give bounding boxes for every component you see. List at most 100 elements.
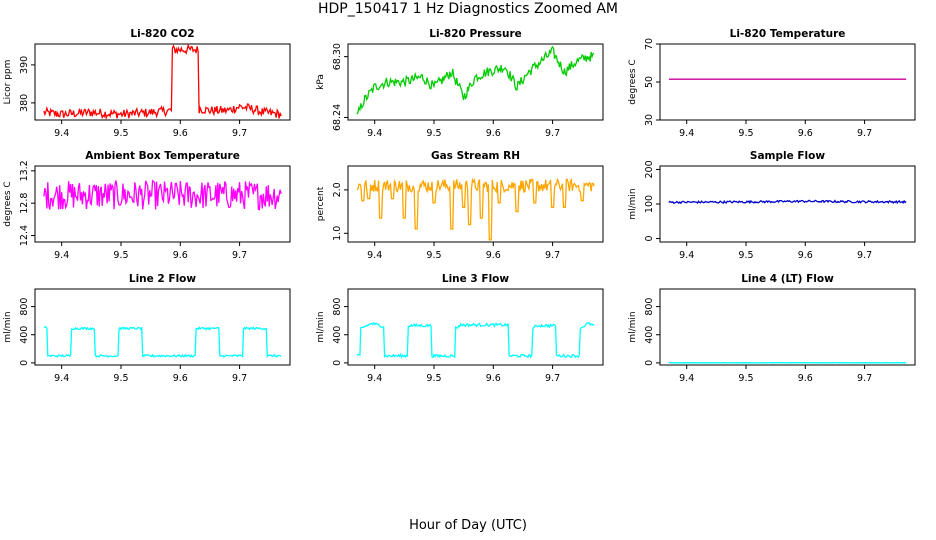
figure-title: HDP_150417 1 Hz Diagnostics Zoomed AM <box>318 1 618 17</box>
y-tick-label: 400 <box>644 326 655 344</box>
x-tick-label: 9.4 <box>367 128 382 139</box>
y-tick-label: 68.30 <box>332 43 343 70</box>
y-tick-label: 1.0 <box>332 226 343 241</box>
y-axis-label: ml/min <box>628 311 638 342</box>
y-tick-label: 800 <box>644 298 655 316</box>
x-tick-label: 9.5 <box>113 250 128 261</box>
x-tick-label: 9.7 <box>232 250 247 261</box>
panel-6: Sample Flow ml/min 9.4 9.5 9.6 9.7 0 100 200 <box>628 150 916 261</box>
x-tick-label: 9.6 <box>798 128 813 139</box>
y-tick-label: 2.0 <box>332 182 343 197</box>
x-tick-label: 9.6 <box>173 128 188 139</box>
x-tick-label: 9.7 <box>857 250 872 261</box>
panel-title: Gas Stream RH <box>431 150 520 162</box>
y-tick-label: 380 <box>19 94 30 112</box>
y-tick-label: 50 <box>644 76 655 88</box>
panel-title: Sample Flow <box>750 150 825 162</box>
y-axis-label: degrees C <box>3 181 13 226</box>
panel-9: Line 4 (LT) Flow ml/min 9.4 9.5 9.6 9.7 0 400 80… <box>628 273 916 384</box>
y-tick-label: 0 <box>19 360 30 366</box>
panel-title: Li-820 Temperature <box>730 28 846 40</box>
plot-frame <box>347 165 604 243</box>
y-axis-label: percent <box>316 186 326 221</box>
y-axis-label: kPa <box>316 74 326 90</box>
panel-3: Li-820 Temperature degrees C 9.4 9.5 9.6 9.7 3… <box>628 28 916 139</box>
y-tick-label: 400 <box>19 326 30 344</box>
x-tick-label: 9.4 <box>54 128 69 139</box>
y-tick-label: 12.8 <box>19 193 30 214</box>
x-tick-label: 9.5 <box>426 373 441 384</box>
y-tick-label: 0 <box>332 360 343 366</box>
y-tick-label: 12.4 <box>19 225 30 246</box>
panel-8: Line 3 Flow ml/min 9.4 9.5 9.6 9.7 0 400 800 <box>316 273 604 384</box>
y-axis-label: degrees C <box>628 59 638 104</box>
panel-title: Ambient Box Temperature <box>85 150 240 162</box>
x-tick-label: 9.7 <box>545 128 560 139</box>
plot-frame <box>659 165 916 243</box>
y-tick-label: 400 <box>332 326 343 344</box>
y-tick-label: 70 <box>644 38 655 50</box>
x-tick-label: 9.7 <box>857 128 872 139</box>
figure-x-axis-label: Hour of Day (UTC) <box>409 518 527 533</box>
panel-title: Li-820 CO2 <box>130 28 194 40</box>
x-tick-label: 9.6 <box>486 373 501 384</box>
x-tick-label: 9.5 <box>738 128 753 139</box>
y-tick-label: 0 <box>644 360 655 366</box>
x-tick-label: 9.4 <box>679 373 694 384</box>
y-axis-label: ml/min <box>3 311 13 342</box>
x-tick-label: 9.4 <box>54 373 69 384</box>
y-tick-label: 30 <box>644 114 655 126</box>
y-tick-label: 390 <box>19 56 30 74</box>
panel-5: Gas Stream RH percent 9.4 9.5 9.6 9.7 1.0 2.0 <box>316 150 604 261</box>
panel-4: Ambient Box Temperature degrees C 9.4 9.5 9.… <box>3 150 291 261</box>
plot-frame <box>347 288 604 366</box>
y-axis-label: ml/min <box>628 188 638 219</box>
x-tick-label: 9.4 <box>367 373 382 384</box>
panel-title: Line 2 Flow <box>129 273 196 285</box>
plot-frame <box>34 165 291 243</box>
plot-frame <box>347 43 604 121</box>
x-tick-label: 9.7 <box>545 373 560 384</box>
x-tick-label: 9.4 <box>679 128 694 139</box>
series-line-1 <box>43 179 282 211</box>
plot-frame <box>659 43 916 121</box>
y-axis-label: Licor ppm <box>3 60 13 105</box>
series-line-1 <box>43 326 282 358</box>
series-line-1 <box>356 45 595 115</box>
y-tick-label: 68.24 <box>332 104 343 131</box>
series-line-1 <box>356 177 595 241</box>
x-tick-label: 9.6 <box>173 373 188 384</box>
y-tick-label: 800 <box>332 298 343 316</box>
x-tick-label: 9.6 <box>798 373 813 384</box>
panel-title: Li-820 Pressure <box>429 28 522 40</box>
y-tick-label: 13.2 <box>19 160 30 181</box>
x-tick-label: 9.6 <box>173 250 188 261</box>
series-line-1 <box>43 43 282 121</box>
plot-frame <box>34 288 291 366</box>
panel-title: Line 3 Flow <box>442 273 509 285</box>
x-tick-label: 9.5 <box>426 250 441 261</box>
x-tick-label: 9.4 <box>367 250 382 261</box>
x-tick-label: 9.5 <box>738 250 753 261</box>
x-tick-label: 9.6 <box>486 128 501 139</box>
plot-frame <box>34 43 291 121</box>
x-tick-label: 9.4 <box>679 250 694 261</box>
y-tick-label: 200 <box>644 160 655 178</box>
series-line-1 <box>356 321 595 359</box>
x-tick-label: 9.7 <box>545 250 560 261</box>
x-tick-label: 9.4 <box>54 250 69 261</box>
x-tick-label: 9.7 <box>232 128 247 139</box>
x-tick-label: 9.6 <box>486 250 501 261</box>
plot-frame <box>659 288 916 366</box>
panel-7: Line 2 Flow ml/min 9.4 9.5 9.6 9.7 0 400 800 <box>3 273 291 384</box>
y-tick-label: 100 <box>644 195 655 213</box>
panel-1: Li-820 CO2 Licor ppm 9.4 9.5 9.6 9.7 380 390 <box>3 28 291 139</box>
y-tick-label: 800 <box>19 298 30 316</box>
x-tick-label: 9.5 <box>738 373 753 384</box>
x-tick-label: 9.7 <box>232 373 247 384</box>
y-axis-label: ml/min <box>316 311 326 342</box>
series-line-1 <box>668 199 907 205</box>
panel-title: Line 4 (LT) Flow <box>741 273 834 285</box>
x-tick-label: 9.5 <box>113 373 128 384</box>
